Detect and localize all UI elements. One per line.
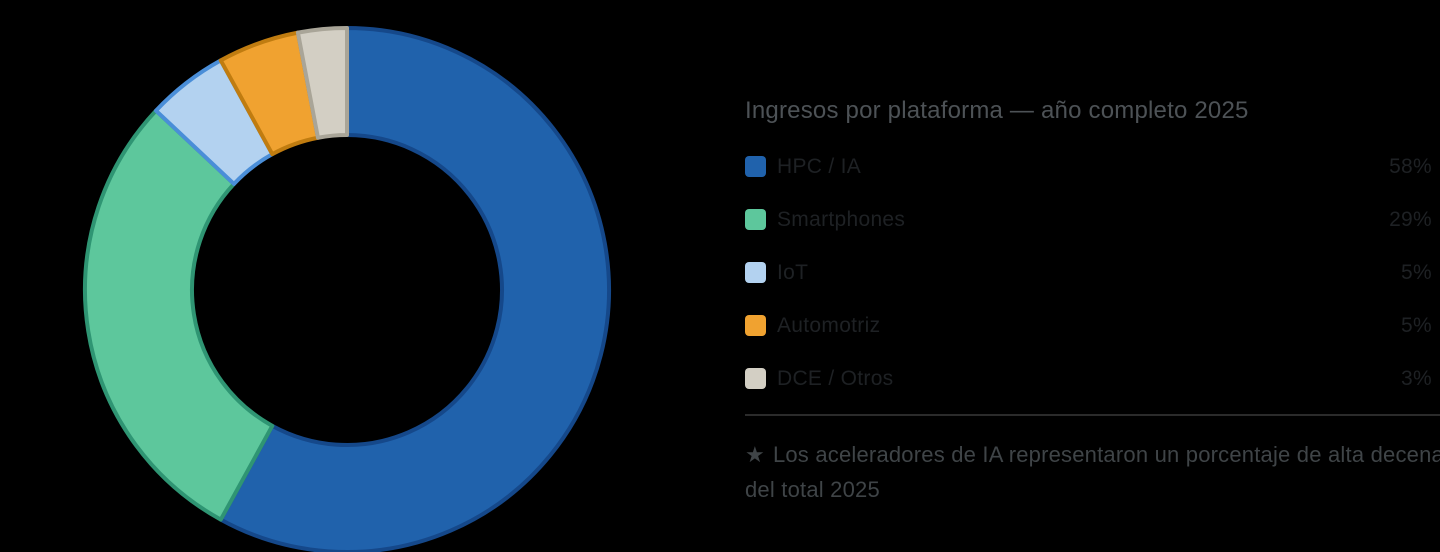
donut-segment-smartphones (83, 108, 275, 522)
footnote-text: Los aceleradores de IA representaron un … (772, 442, 1440, 467)
legend-label: IoT (777, 260, 809, 284)
legend-value: 3% (1401, 366, 1432, 390)
legend-row: HPC / IA 58% (745, 140, 1432, 193)
legend-label: DCE / Otros (777, 366, 894, 390)
legend-value: 5% (1401, 260, 1432, 284)
legend-swatch-icon (745, 368, 766, 389)
donut-segment-dce-otros (295, 26, 349, 140)
footnote-line-1: ★ Los aceleradores de IA representaron un… (745, 437, 1440, 472)
legend-value: 29% (1389, 207, 1432, 231)
legend-swatch-icon (745, 156, 766, 177)
footnote: ★ Los aceleradores de IA representaron un… (745, 437, 1440, 507)
chart-title: Ingresos por plataforma — año completo 2… (745, 97, 1249, 124)
legend-label: HPC / IA (777, 154, 862, 178)
legend-label: Automotriz (777, 313, 881, 337)
legend-row: Automotriz 5% (745, 299, 1432, 352)
legend: HPC / IA 58% Smartphones 29% IoT 5% Automotriz… (745, 140, 1432, 405)
legend-swatch-icon (745, 262, 766, 283)
legend-row: IoT 5% (745, 246, 1432, 299)
star-icon: ★ (745, 442, 765, 467)
divider (745, 414, 1440, 416)
legend-value: 5% (1401, 313, 1432, 337)
legend-label: Smartphones (777, 207, 906, 231)
legend-row: DCE / Otros 3% (745, 352, 1432, 405)
legend-value: 58% (1389, 154, 1432, 178)
donut-segment-hpc-ia (218, 26, 611, 552)
legend-row: Smartphones 29% (745, 193, 1432, 246)
legend-swatch-icon (745, 209, 766, 230)
footnote-line-2: del total 2025 (745, 477, 880, 502)
legend-swatch-icon (745, 315, 766, 336)
